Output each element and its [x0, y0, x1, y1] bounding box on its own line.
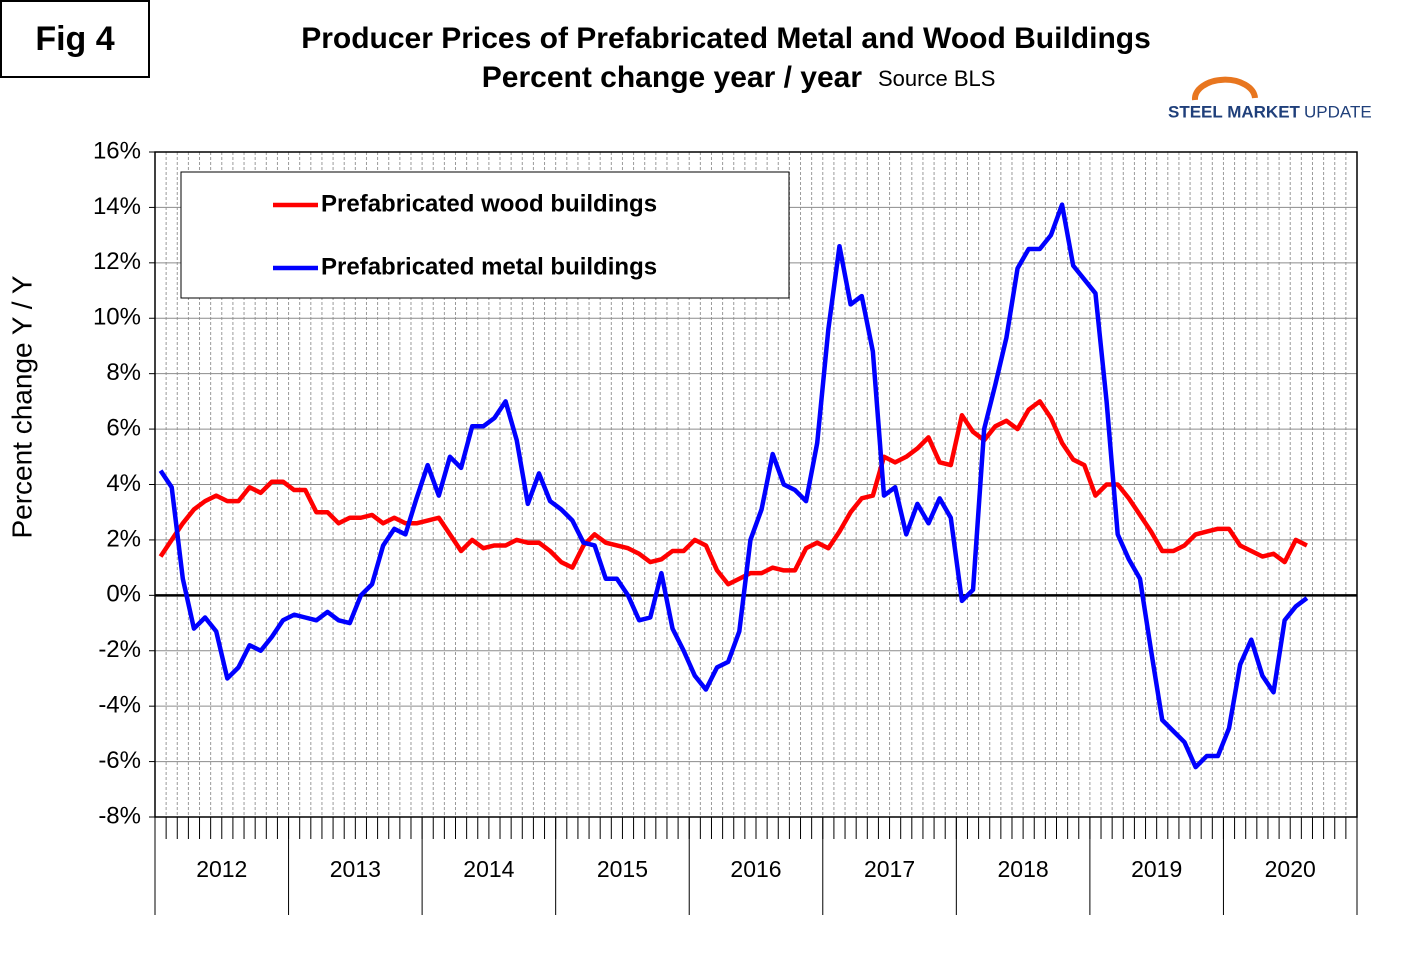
x-tick-label: 2020 — [1265, 856, 1316, 882]
legend-label: Prefabricated wood buildings — [321, 190, 657, 217]
y-tick-label: 0% — [106, 581, 141, 608]
x-tick-label: 2012 — [196, 856, 247, 882]
x-tick-label: 2019 — [1131, 856, 1182, 882]
legend-label: Prefabricated metal buildings — [321, 253, 657, 280]
y-tick-label: 14% — [93, 193, 141, 220]
logo-light: UPDATE — [1304, 102, 1372, 121]
chart-title: Producer Prices of Prefabricated Metal a… — [301, 22, 1151, 55]
chart-subtitle: Percent change year / year — [482, 61, 863, 94]
y-tick-label: 16% — [93, 137, 141, 164]
figure-label: Fig 4 — [35, 20, 114, 58]
y-tick-label: 6% — [106, 414, 141, 441]
legend-box — [180, 171, 790, 299]
y-tick-label: -2% — [98, 636, 141, 663]
logo-arc — [1191, 76, 1258, 101]
x-tick-label: 2015 — [597, 856, 648, 882]
y-tick-label: -6% — [98, 747, 141, 774]
y-tick-label: 4% — [106, 470, 141, 497]
x-tick-label: 2018 — [998, 856, 1049, 882]
y-tick-label: -8% — [98, 802, 141, 829]
x-tick-label: 2014 — [463, 856, 514, 882]
y-axis-label: Percent change Y / Y — [6, 275, 37, 538]
x-tick-label: 2017 — [864, 856, 915, 882]
y-tick-label: 12% — [93, 248, 141, 275]
figure-box — [0, 0, 150, 78]
y-tick-label: 10% — [93, 304, 141, 331]
logo-bold: STEEL MARKET — [1168, 102, 1301, 121]
y-tick-label: 2% — [106, 525, 141, 552]
x-tick-label: 2013 — [330, 856, 381, 882]
chart-source: Source BLS — [878, 66, 995, 91]
x-tick-label: 2016 — [730, 856, 781, 882]
series-line — [158, 202, 1309, 770]
y-tick-label: 8% — [106, 359, 141, 386]
series-line — [158, 399, 1308, 587]
y-tick-label: -4% — [98, 692, 141, 719]
